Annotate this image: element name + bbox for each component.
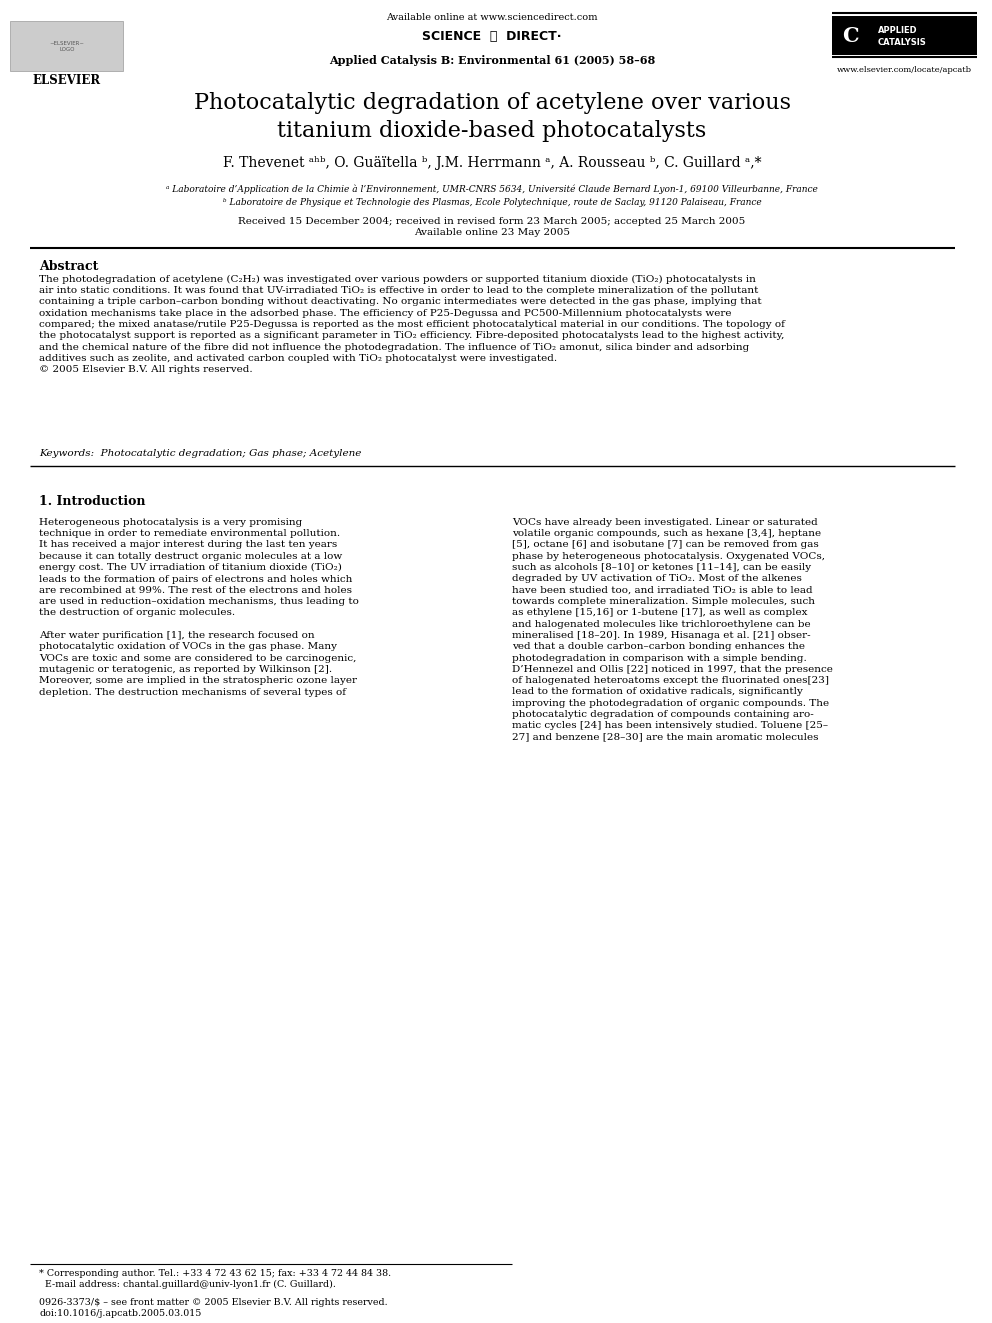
Text: 1. Introduction: 1. Introduction [40,495,146,508]
Text: APPLIED: APPLIED [878,26,918,36]
Text: CATALYSIS: CATALYSIS [878,38,927,48]
Text: Applied Catalysis B: Environmental 61 (2005) 58–68: Applied Catalysis B: Environmental 61 (2… [329,56,655,66]
Text: Photocatalytic degradation of acetylene over various
titanium dioxide-based phot: Photocatalytic degradation of acetylene … [193,93,791,143]
Text: B: ENVIRONMENTAL: B: ENVIRONMENTAL [873,50,935,56]
Text: ~ELSEVIER~
LOGO: ~ELSEVIER~ LOGO [50,41,84,52]
Text: C: C [842,25,859,46]
Text: F. Thevenet ᵃʰᵇ, O. Guäïtella ᵇ, J.M. Herrmann ᵃ, A. Rousseau ᵇ, C. Guillard ᵃ,*: F. Thevenet ᵃʰᵇ, O. Guäïtella ᵇ, J.M. He… [223,156,761,169]
FancyBboxPatch shape [831,16,977,56]
Text: ELSEVIER: ELSEVIER [33,74,101,87]
Text: ᵇ Laboratoire de Physique et Technologie des Plasmas, Ecole Polytechnique, route: ᵇ Laboratoire de Physique et Technologie… [223,198,762,208]
FancyBboxPatch shape [10,21,123,71]
Text: Heterogeneous photocatalysis is a very promising
technique in order to remediate: Heterogeneous photocatalysis is a very p… [40,517,359,697]
Text: * Corresponding author. Tel.: +33 4 72 43 62 15; fax: +33 4 72 44 84 38.
  E-mai: * Corresponding author. Tel.: +33 4 72 4… [40,1269,392,1289]
Text: Abstract: Abstract [40,261,99,274]
Text: Available online at www.sciencedirect.com: Available online at www.sciencedirect.co… [386,13,598,22]
Text: www.elsevier.com/locate/apcatb: www.elsevier.com/locate/apcatb [837,66,972,74]
Text: VOCs have already been investigated. Linear or saturated
volatile organic compou: VOCs have already been investigated. Lin… [512,517,832,742]
Text: SCIENCE  ⓐ  DIRECT·: SCIENCE ⓐ DIRECT· [423,30,561,44]
Text: The photodegradation of acetylene (C₂H₂) was investigated over various powders o: The photodegradation of acetylene (C₂H₂)… [40,275,786,374]
Text: 0926-3373/$ – see front matter © 2005 Elsevier B.V. All rights reserved.
doi:10.: 0926-3373/$ – see front matter © 2005 El… [40,1298,388,1318]
Text: Keywords:  Photocatalytic degradation; Gas phase; Acetylene: Keywords: Photocatalytic degradation; Ga… [40,448,362,458]
Text: Received 15 December 2004; received in revised form 23 March 2005; accepted 25 M: Received 15 December 2004; received in r… [238,217,746,237]
Text: ᵃ Laboratoire d’Application de la Chimie à l’Environnement, UMR-CNRS 5634, Unive: ᵃ Laboratoire d’Application de la Chimie… [166,185,818,194]
